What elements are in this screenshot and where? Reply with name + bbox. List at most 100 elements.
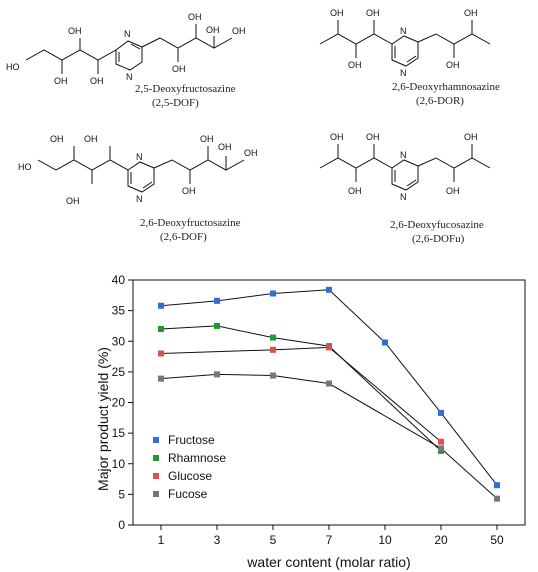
- structure-2-6-dor: OH OH OH N N OH OH 2,6-Deoxyrhamnosazine…: [319, 8, 500, 107]
- hydroxyl-label: OH: [68, 26, 82, 36]
- structure-name: 2,6-Deoxyfructosazine: [140, 217, 241, 229]
- data-point: [270, 346, 276, 353]
- y-tick-label: 30: [112, 334, 126, 348]
- structure-name: 2,6-Deoxyrhamnosazine: [392, 81, 500, 93]
- data-point: [438, 409, 444, 416]
- structure-abbr: (2,6-DOF): [160, 231, 207, 243]
- hydroxyl-label: OH: [90, 76, 104, 86]
- y-tick-label: 35: [112, 304, 126, 318]
- structure-name: 2,5-Deoxyfructosazine: [135, 83, 236, 95]
- pyrazine-ring: [115, 40, 143, 71]
- data-point: [438, 445, 444, 452]
- x-tick-label: 3: [214, 533, 221, 547]
- hydroxyl-label: OH: [348, 60, 362, 70]
- y-tick-label: 40: [112, 273, 126, 287]
- legend-marker: [153, 473, 159, 479]
- structure-2-6-dofu: OH OH OH N N OH OH 2,6-Deoxyfucosazine (…: [319, 132, 491, 245]
- data-point: [214, 322, 220, 329]
- hydroxyl-label: HO: [18, 162, 32, 172]
- legend-label: Rhamnose: [168, 451, 226, 465]
- pyrazine-ring: [391, 35, 419, 67]
- x-tick-label: 50: [490, 533, 504, 547]
- hydroxyl-label: OH: [446, 60, 460, 70]
- legend-label: Fucose: [168, 487, 208, 501]
- data-point: [214, 371, 220, 378]
- nitrogen-label: N: [400, 68, 407, 78]
- x-tick-label: 5: [270, 533, 277, 547]
- x-axis-label: water content (molar ratio): [246, 554, 410, 570]
- hydroxyl-label: OH: [446, 186, 460, 196]
- chemical-structures: OH OH OH HO N N OH OH OH OH 2,5-Deoxyfru…: [6, 8, 500, 245]
- legend-label: Glucose: [168, 469, 212, 483]
- hydroxyl-label: OH: [84, 134, 98, 144]
- data-point: [494, 482, 500, 489]
- data-point: [158, 375, 164, 382]
- y-axis-label: Major product yield (%): [95, 347, 111, 491]
- hydroxyl-label: OH: [218, 142, 232, 152]
- data-point: [270, 372, 276, 379]
- data-point: [158, 350, 164, 357]
- hydroxyl-label: OH: [182, 186, 196, 196]
- pyrazine-ring: [127, 161, 155, 193]
- data-point: [382, 339, 388, 346]
- y-tick-label: 15: [112, 426, 126, 440]
- hydroxyl-label: OH: [244, 148, 258, 158]
- data-point: [438, 438, 444, 445]
- structure-2-5-dof: OH OH OH HO N N OH OH OH OH 2,5-Deoxyfru…: [6, 12, 246, 109]
- hydroxyl-label: OH: [66, 196, 80, 206]
- series-glucose: [158, 344, 444, 445]
- hydroxyl-label: OH: [366, 132, 380, 142]
- y-tick-label: 0: [118, 518, 125, 532]
- structure-abbr: (2,6-DOFu): [412, 233, 465, 245]
- nitrogen-label: N: [400, 150, 407, 160]
- y-tick-label: 25: [112, 365, 126, 379]
- legend-marker: [153, 437, 159, 443]
- data-point: [326, 344, 332, 351]
- y-tick-label: 10: [112, 457, 126, 471]
- data-point: [326, 380, 332, 387]
- x-tick-label: 20: [434, 533, 448, 547]
- legend-marker: [153, 491, 159, 497]
- x-tick-label: 10: [378, 533, 392, 547]
- y-tick-label: 20: [112, 396, 126, 410]
- data-point: [494, 495, 500, 502]
- x-axis-ticks: 1 3 5 7 10 20 50: [158, 525, 504, 547]
- series-layer: [158, 286, 500, 502]
- x-tick-label: 1: [158, 533, 165, 547]
- hydroxyl-label: HO: [6, 62, 20, 72]
- nitrogen-label: N: [136, 152, 143, 162]
- series-fucose: [158, 371, 500, 502]
- y-tick-label: 5: [118, 487, 125, 501]
- hydroxyl-label: OH: [330, 132, 344, 142]
- hydroxyl-label: OH: [200, 134, 214, 144]
- data-point: [158, 302, 164, 309]
- nitrogen-label: N: [400, 26, 407, 36]
- series-line: [160, 373, 498, 500]
- hydroxyl-label: OH: [366, 8, 380, 18]
- legend-label: Fructose: [168, 433, 215, 447]
- nitrogen-label: N: [124, 29, 131, 39]
- legend-marker: [153, 455, 159, 461]
- data-point: [270, 290, 276, 297]
- hydroxyl-label: OH: [330, 8, 344, 18]
- structure-abbr: (2,6-DOR): [416, 95, 464, 107]
- hydroxyl-label: OH: [464, 8, 478, 18]
- pyrazine-ring: [391, 159, 419, 191]
- structure-2-6-dof: HO OH OH OH N N OH OH OH OH 2,6-Deoxyfru…: [18, 134, 258, 243]
- y-axis-ticks: 0 5 10 15 20 25 30 35 40: [112, 273, 133, 532]
- hydroxyl-label: OH: [188, 12, 202, 22]
- hydroxyl-label: OH: [50, 134, 64, 144]
- series-line: [160, 346, 442, 443]
- series-fructose: [158, 286, 500, 489]
- hydroxyl-label: OH: [348, 186, 362, 196]
- x-tick-label: 7: [326, 533, 333, 547]
- nitrogen-label: N: [400, 192, 407, 202]
- nitrogen-label: N: [136, 194, 143, 204]
- hydroxyl-label: OH: [206, 25, 220, 35]
- legend: Fructose Rhamnose Glucose Fucose: [153, 433, 226, 501]
- structure-abbr: (2,5-DOF): [152, 97, 199, 109]
- nitrogen-label: N: [126, 72, 133, 82]
- data-point: [270, 334, 276, 341]
- hydroxyl-label: OH: [464, 132, 478, 142]
